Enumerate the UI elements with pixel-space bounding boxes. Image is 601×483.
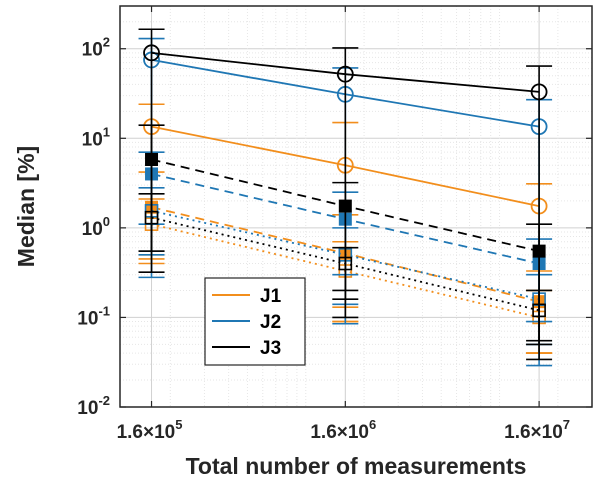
y-tick-label-base: 10 [82, 219, 103, 240]
data-point-square-open [532, 303, 546, 318]
y-tick-label-exponent: -1 [98, 303, 110, 318]
data-point-square-open [144, 210, 159, 225]
x-tick-label: 1.6×106 [310, 417, 376, 443]
y-tick-label-base: 10 [77, 308, 98, 329]
data-point-circle [336, 65, 354, 83]
y-tick-label-base: 10 [82, 40, 103, 61]
plot-area-frame [119, 5, 593, 408]
x-tick-label: 1.6×105 [117, 417, 183, 443]
x-tick-label-base: 1.6×10 [504, 422, 563, 443]
data-point-circle [530, 83, 548, 101]
series-line [151, 51, 540, 93]
legend-label-J1: J1 [260, 286, 282, 307]
data-point-square-filled [532, 244, 546, 258]
data-point-circle [143, 44, 160, 62]
y-tick-label: 10-1 [77, 303, 110, 329]
data-point-square-open [338, 256, 353, 271]
y-tick-label-exponent: 1 [103, 124, 110, 139]
x-tick-label-base: 1.6×10 [310, 422, 369, 443]
y-tick-label-base: 10 [77, 398, 98, 419]
x-tick-label-exponent: 6 [369, 417, 376, 432]
legend-label-J2: J2 [260, 312, 281, 333]
series-line [151, 216, 540, 312]
legend-box [204, 277, 306, 366]
x-tick-label: 1.6×107 [504, 417, 570, 443]
series-layer [138, 28, 553, 367]
legend: J1 J2 J3 [204, 277, 306, 366]
y-tick-label: 100 [82, 214, 110, 240]
y-tick-label-base: 10 [82, 129, 103, 150]
y-tick-label: 102 [82, 35, 110, 61]
x-axis-label: Total number of measurements [186, 453, 527, 479]
x-tick-label-base: 1.6×10 [117, 422, 176, 443]
x-tick-label-exponent: 7 [563, 417, 570, 432]
data-point-square-filled [145, 152, 159, 166]
x-tick-label-exponent: 5 [175, 417, 182, 432]
y-tick-label-exponent: -2 [98, 393, 110, 408]
y-tick-label-exponent: 2 [103, 35, 110, 50]
y-tick-label-exponent: 0 [103, 214, 110, 229]
series-J3-dotted [138, 193, 553, 342]
y-tick-label: 101 [82, 124, 110, 150]
y-axis-label: Median [%] [13, 146, 39, 267]
data-point-square-filled [338, 199, 352, 213]
legend-label-J3: J3 [260, 338, 281, 359]
y-tick-label: 10-2 [77, 393, 110, 419]
